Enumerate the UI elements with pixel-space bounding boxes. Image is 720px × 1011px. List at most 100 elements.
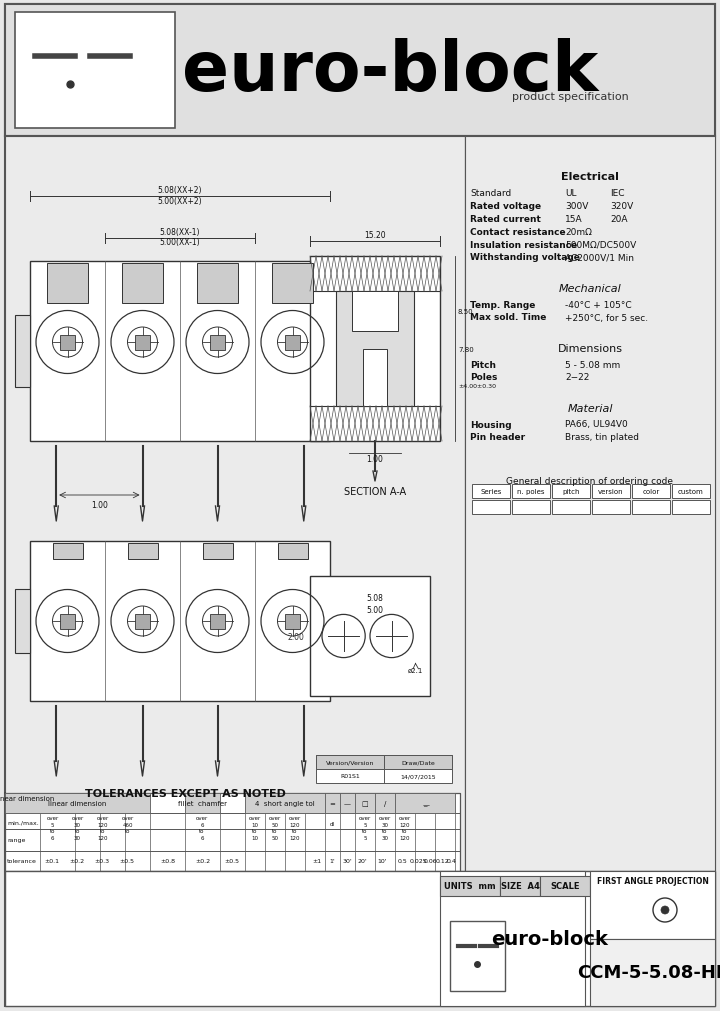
Text: SCALE: SCALE	[550, 882, 580, 891]
Text: over: over	[46, 815, 58, 820]
Text: Insulation resistance: Insulation resistance	[470, 241, 577, 250]
Bar	[5, 871, 715, 1006]
Circle shape	[661, 906, 669, 914]
Text: 5: 5	[50, 823, 54, 828]
Text: to: to	[75, 829, 80, 834]
Bar	[316, 755, 452, 784]
Text: 6: 6	[200, 836, 204, 841]
Text: version: version	[598, 488, 624, 494]
Text: Max sold. Time: Max sold. Time	[470, 313, 546, 323]
Text: 0.5: 0.5	[397, 858, 407, 863]
Text: over: over	[122, 815, 134, 820]
Text: to: to	[100, 829, 105, 834]
Bar	[672, 500, 710, 515]
Text: 30: 30	[382, 836, 389, 841]
Text: AC2000V/1 Min: AC2000V/1 Min	[565, 253, 634, 262]
Bar	[472, 500, 510, 515]
Text: —: —	[344, 801, 351, 806]
Bar	[30, 262, 330, 442]
Text: over: over	[71, 815, 84, 820]
Bar	[330, 589, 345, 653]
Bar	[15, 315, 30, 387]
Bar	[512, 484, 550, 498]
Text: Temp. Range: Temp. Range	[470, 300, 536, 309]
Bar	[15, 13, 175, 128]
Text: _͟: _͟	[423, 801, 427, 806]
Bar	[672, 484, 710, 498]
Text: 20': 20'	[357, 858, 367, 863]
Bar	[590, 939, 715, 1006]
Bar	[30, 542, 330, 702]
Text: Mechanical: Mechanical	[559, 284, 621, 294]
Text: 15.20: 15.20	[364, 231, 386, 240]
Bar	[440, 877, 500, 896]
Bar	[210, 336, 225, 350]
Bar	[552, 484, 590, 498]
Text: /: /	[384, 801, 386, 806]
Text: 10: 10	[251, 836, 258, 841]
Text: Withstanding voltage: Withstanding voltage	[470, 253, 580, 262]
Text: ±0.1: ±0.1	[45, 858, 60, 863]
Text: 30: 30	[74, 836, 81, 841]
Text: =: =	[330, 801, 336, 806]
Text: 120: 120	[289, 823, 300, 828]
Text: 30: 30	[74, 823, 81, 828]
Text: Standard: Standard	[470, 188, 511, 197]
Text: PA66, UL94V0: PA66, UL94V0	[565, 421, 628, 429]
Text: 5.08(XX+2): 5.08(XX+2)	[158, 185, 202, 194]
Bar	[384, 755, 452, 769]
Text: 120: 120	[289, 836, 300, 841]
Text: to: to	[50, 829, 55, 834]
Text: 5.00: 5.00	[366, 606, 384, 615]
Text: Dimensions: Dimensions	[557, 344, 623, 354]
Text: 50: 50	[271, 823, 279, 828]
Bar	[355, 794, 375, 813]
Text: 30': 30'	[342, 858, 352, 863]
Bar	[340, 794, 355, 813]
Text: Poles: Poles	[470, 373, 498, 382]
Text: over: over	[269, 815, 281, 820]
Text: 1.00: 1.00	[366, 455, 384, 464]
Bar	[540, 877, 590, 896]
Text: 8.50: 8.50	[458, 309, 474, 315]
Text: over: over	[196, 815, 208, 820]
Bar	[512, 500, 550, 515]
Bar	[5, 794, 150, 813]
Text: to: to	[199, 829, 204, 834]
Bar	[202, 544, 233, 559]
Bar	[245, 794, 325, 813]
Text: Housing: Housing	[470, 421, 512, 429]
Bar	[5, 794, 460, 871]
Text: over: over	[249, 815, 261, 820]
Bar	[440, 871, 585, 1006]
Text: 14/07/2015: 14/07/2015	[400, 773, 436, 778]
Text: 10: 10	[251, 823, 258, 828]
Text: ±0.8: ±0.8	[161, 858, 176, 863]
Text: 7.80: 7.80	[458, 346, 474, 352]
Bar	[47, 264, 88, 303]
Text: ±4.00±0.30: ±4.00±0.30	[458, 383, 496, 388]
Text: Electrical: Electrical	[561, 172, 619, 182]
Text: dl: dl	[330, 822, 335, 827]
Text: 5: 5	[364, 836, 366, 841]
Bar	[53, 544, 83, 559]
Text: 2−22: 2−22	[565, 373, 590, 382]
Bar	[632, 484, 670, 498]
Text: to: to	[402, 829, 408, 834]
Bar	[135, 336, 150, 350]
Text: 10': 10'	[377, 858, 387, 863]
Text: Material: Material	[567, 403, 613, 413]
Text: 2.00: 2.00	[287, 632, 305, 641]
Text: Draw/Date: Draw/Date	[401, 759, 435, 764]
Text: 320V: 320V	[610, 201, 634, 210]
Text: 15A: 15A	[565, 214, 582, 223]
Text: fillet  chamfer: fillet chamfer	[178, 801, 227, 806]
Text: 4  short angle tol: 4 short angle tol	[255, 801, 315, 806]
Text: tolerance: tolerance	[7, 858, 37, 863]
Text: 6: 6	[50, 836, 54, 841]
Text: euro-block: euro-block	[492, 929, 608, 948]
Text: over: over	[96, 815, 109, 820]
Bar	[310, 576, 430, 697]
Bar	[375, 794, 395, 813]
Text: Pin header: Pin header	[470, 433, 525, 442]
